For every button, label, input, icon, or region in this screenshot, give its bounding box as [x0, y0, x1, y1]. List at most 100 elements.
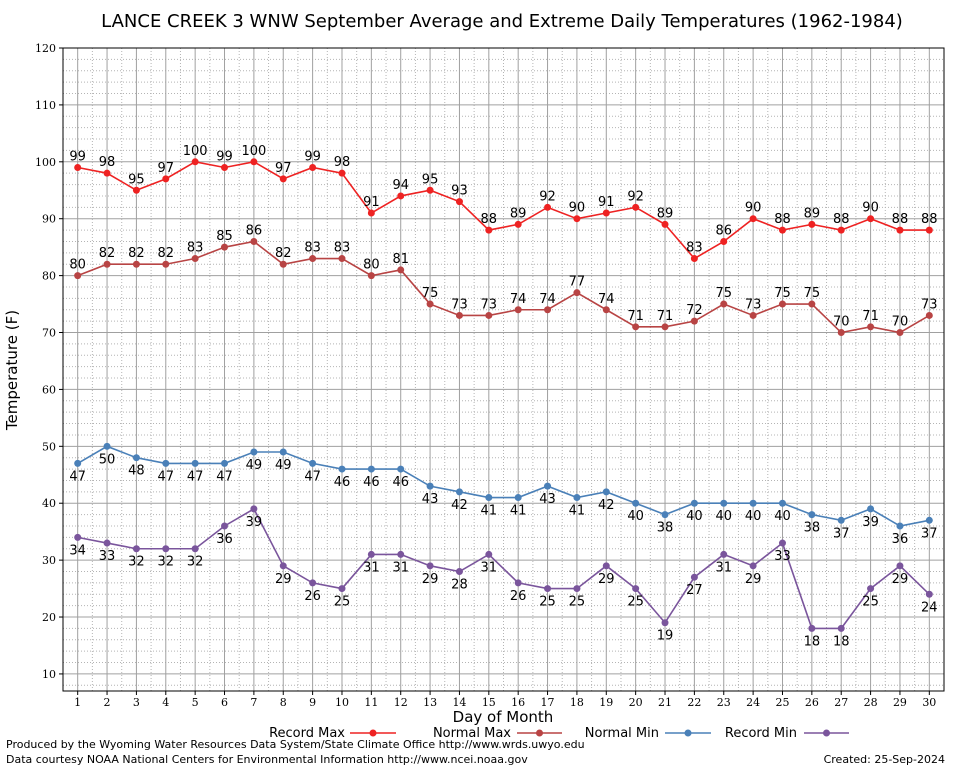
x-tick-label: 30	[922, 696, 936, 709]
x-tick-label: 2	[104, 696, 111, 709]
normal-min-point	[602, 488, 610, 496]
record-min-point	[74, 533, 82, 541]
normal-min-point	[632, 499, 640, 507]
normal-min-data-label: 39	[862, 515, 879, 530]
normal-max-point	[544, 306, 552, 314]
normal-max-point	[338, 255, 346, 263]
record-max-data-label: 99	[304, 149, 321, 164]
grid	[63, 47, 944, 691]
record-min-point	[749, 562, 757, 570]
normal-max-data-label: 80	[69, 258, 86, 273]
x-tick-label: 18	[570, 696, 584, 709]
normal-max-data-label: 83	[304, 241, 321, 256]
normal-min-data-label: 37	[921, 526, 938, 541]
record-max-data-label: 88	[921, 212, 938, 227]
normal-max-data-label: 86	[246, 223, 263, 238]
record-max-point	[925, 226, 933, 234]
normal-min-data-label: 41	[481, 504, 498, 519]
record-min-data-label: 31	[363, 560, 380, 575]
y-tick-label: 30	[42, 554, 56, 567]
record-max-data-label: 99	[69, 149, 86, 164]
record-max-point	[896, 226, 904, 234]
y-tick-label: 90	[42, 213, 56, 226]
record-max-data-label: 100	[241, 144, 266, 159]
record-min-data-label: 31	[392, 560, 409, 575]
normal-min-line	[77, 445, 930, 527]
x-tick-label: 15	[482, 696, 496, 709]
normal-max-point	[250, 237, 258, 245]
x-tick-label: 5	[192, 696, 199, 709]
record-max-data-label: 90	[862, 201, 879, 216]
normal-max-data-label: 77	[569, 275, 586, 290]
record-min-point	[338, 585, 346, 593]
record-max-data-label: 98	[99, 155, 116, 170]
record-min-point	[514, 579, 522, 587]
record-max-point	[632, 203, 640, 211]
x-tick-label: 4	[162, 696, 169, 709]
normal-max-point	[720, 300, 728, 308]
legend: Record Max Normal Max Normal Min Record Min	[269, 726, 849, 741]
legend-label-record-max: Record Max	[269, 726, 345, 741]
x-tick-label: 29	[893, 696, 907, 709]
normal-min-point	[309, 459, 317, 467]
record-max-point	[749, 215, 757, 223]
normal-min-data-label: 48	[128, 464, 145, 479]
record-max-data-label: 92	[539, 189, 556, 204]
record-min-point	[661, 619, 669, 627]
record-min-data-label: 34	[69, 543, 86, 558]
record-min-point	[867, 585, 875, 593]
record-min-data-label: 39	[246, 515, 263, 530]
footer-produced-by: Produced by the Wyoming Water Resources …	[6, 738, 585, 751]
normal-max-data-label: 74	[539, 292, 556, 307]
y-tick-label: 100	[35, 156, 56, 169]
normal-min-point	[162, 459, 170, 467]
normal-min-data-label: 47	[69, 469, 86, 484]
record-max-data-label: 88	[481, 212, 498, 227]
normal-max-data-label: 82	[128, 246, 145, 261]
x-tick-label: 21	[658, 696, 672, 709]
record-min-data-label: 29	[598, 572, 615, 587]
record-min-point	[132, 545, 140, 553]
series-record-min: 34 33 32 32 32 36 39 29 26 25 31 31 29 28 31 26 25 25 29 25…	[69, 505, 938, 649]
record-min-point	[162, 545, 170, 553]
record-min-point	[602, 562, 610, 570]
record-min-data-label: 25	[627, 595, 644, 610]
record-max-point	[132, 186, 140, 194]
normal-min-point	[367, 465, 375, 473]
record-max-data-label: 98	[334, 155, 351, 170]
record-min-data-label: 33	[774, 549, 791, 564]
normal-max-data-label: 82	[99, 246, 116, 261]
record-max-data-label: 94	[392, 178, 409, 193]
normal-max-point	[455, 311, 463, 319]
record-max-data-label: 83	[686, 241, 703, 256]
normal-max-data-label: 70	[833, 315, 850, 330]
normal-min-point	[544, 482, 552, 490]
x-tick-label: 7	[250, 696, 257, 709]
normal-min-point	[132, 454, 140, 462]
normal-min-data-label: 43	[539, 492, 556, 507]
normal-min-data-label: 46	[334, 475, 351, 490]
normal-min-data-label: 42	[451, 498, 468, 513]
normal-min-data-label: 46	[392, 475, 409, 490]
record-min-data-label: 26	[510, 589, 527, 604]
record-max-point	[191, 158, 199, 166]
record-max-data-label: 89	[804, 206, 821, 221]
record-max-data-label: 88	[774, 212, 791, 227]
x-tick-label: 10	[335, 696, 349, 709]
record-min-point	[925, 590, 933, 598]
normal-min-data-label: 40	[715, 509, 732, 524]
normal-min-point	[338, 465, 346, 473]
x-tick-label: 9	[309, 696, 316, 709]
normal-max-point	[602, 306, 610, 314]
record-min-data-label: 33	[99, 549, 116, 564]
normal-max-data-label: 82	[158, 246, 175, 261]
record-max-point	[279, 175, 287, 183]
record-min-point	[309, 579, 317, 587]
y-axis-label: Temperature (F)	[3, 310, 21, 431]
series-record-max: 99 98 95 97 100 99 100 97 99 98 91 94 95 93 88 89 92 90 91…	[69, 144, 938, 263]
normal-min-point	[103, 442, 111, 450]
normal-min-data-label: 47	[216, 469, 233, 484]
normal-max-point	[309, 255, 317, 263]
record-min-point	[367, 550, 375, 558]
x-tick-label: 13	[423, 696, 437, 709]
